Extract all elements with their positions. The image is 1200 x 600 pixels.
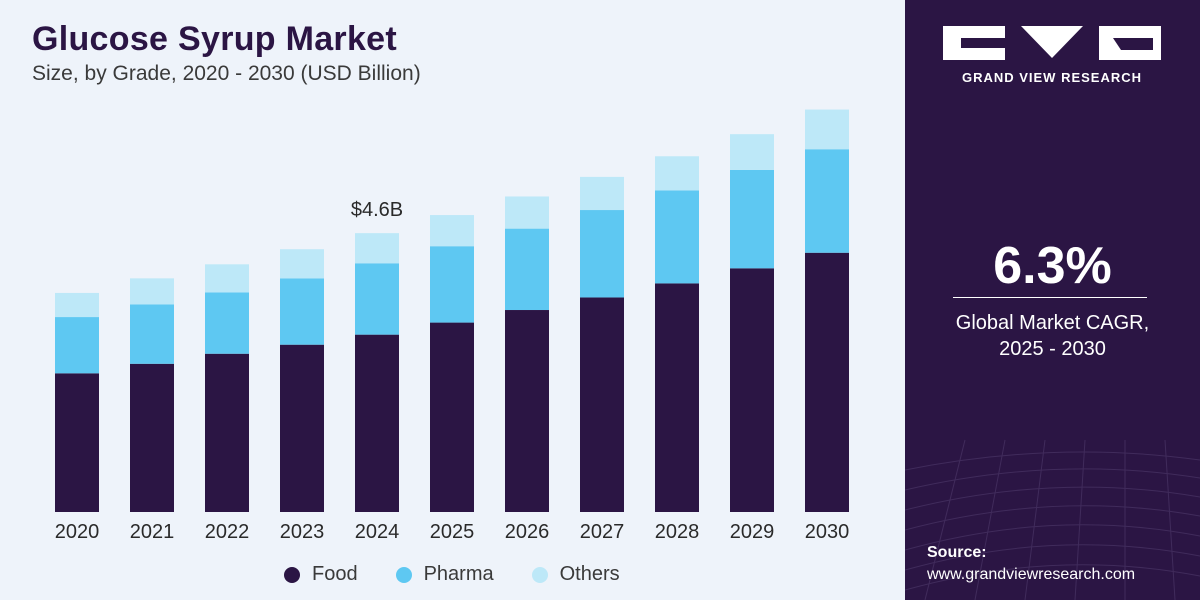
x-tick-label: 2022 — [205, 521, 250, 543]
x-tick-label: 2027 — [580, 521, 625, 543]
bar-pharma-2025 — [430, 246, 474, 323]
bar-others-2023 — [280, 249, 324, 279]
side-panel: GRAND VIEW RESEARCH 6.3% Global Market C… — [905, 0, 1200, 600]
legend-label-pharma: Pharma — [423, 563, 494, 585]
bar-food-2022 — [205, 353, 249, 512]
bar-food-2023 — [280, 344, 324, 512]
gvr-logo-mark — [943, 26, 1161, 60]
bar-pharma-2020 — [55, 317, 99, 374]
bar-pharma-2027 — [580, 210, 624, 298]
bar-others-2022 — [205, 264, 249, 293]
legend-item-pharma: Pharma — [395, 563, 494, 586]
x-tick-label: 2023 — [280, 521, 325, 543]
source-label: Source: — [927, 544, 987, 561]
x-tick-label: 2030 — [805, 521, 850, 543]
cagr-value: 6.3% — [993, 237, 1112, 295]
grid-background-graphic — [905, 439, 1200, 600]
cagr-label: Global Market CAGR, 2025 - 2030 — [905, 310, 1200, 362]
bar-food-2021 — [130, 363, 174, 512]
bar-pharma-2026 — [505, 228, 549, 311]
bar-food-2024 — [355, 334, 399, 512]
bar-pharma-2024 — [355, 263, 399, 335]
bar-food-2028 — [655, 283, 699, 512]
bar-others-2020 — [55, 292, 99, 318]
x-tick-label: 2029 — [730, 521, 775, 543]
x-tick-label: 2026 — [505, 521, 550, 543]
bar-food-2029 — [730, 268, 774, 512]
bar-food-2027 — [580, 297, 624, 512]
bar-others-2026 — [505, 196, 549, 229]
data-label-2024: $4.6B — [351, 199, 403, 221]
x-tick-label: 2020 — [55, 521, 100, 543]
bar-pharma-2023 — [280, 278, 324, 345]
bar-others-2025 — [430, 215, 474, 247]
x-tick-label: 2028 — [655, 521, 700, 543]
legend-label-others: Others — [559, 563, 620, 585]
bar-chart: 2020 2021 2022 2023 2024 2025 2026 2027 2028 2029… — [55, 109, 850, 543]
bar-pharma-2030 — [805, 149, 849, 253]
bar-pharma-2028 — [655, 190, 699, 284]
chart-title: Glucose Syrup Market — [32, 20, 398, 58]
bar-others-2029 — [730, 134, 774, 170]
cagr-label-line2: 2025 - 2030 — [999, 338, 1106, 360]
bar-food-2026 — [505, 310, 549, 512]
legend-item-others: Others — [531, 563, 620, 586]
bar-others-2027 — [580, 176, 624, 211]
chart-area: Glucose Syrup Market Size, by Grade, 202… — [32, 20, 850, 586]
bar-food-2025 — [430, 322, 474, 512]
x-tick-label: 2024 — [355, 521, 400, 543]
chart-legend: Food Pharma Others — [284, 563, 658, 586]
bar-pharma-2021 — [130, 304, 174, 364]
x-tick-label: 2021 — [130, 521, 175, 543]
legend-item-food: Food — [284, 563, 358, 586]
bar-pharma-2022 — [205, 292, 249, 354]
bar-food-2020 — [55, 373, 99, 512]
legend-label-food: Food — [312, 563, 358, 585]
bar-others-2030 — [805, 109, 849, 150]
grand-view-research-logo: GRAND VIEW RESEARCH — [943, 24, 1161, 94]
bar-others-2021 — [130, 278, 174, 305]
bar-food-2030 — [805, 252, 849, 513]
logo-text: GRAND VIEW RESEARCH — [961, 70, 1143, 85]
chart-subtitle: Size, by Grade, 2020 - 2030 (USD Billion… — [32, 62, 421, 85]
x-tick-label: 2025 — [430, 521, 475, 543]
source-link[interactable]: www.grandviewresearch.com — [927, 566, 1136, 583]
bar-others-2028 — [655, 156, 699, 191]
legend-swatch-food — [284, 566, 300, 583]
cagr-label-line1: Global Market CAGR, — [955, 312, 1150, 334]
legend-swatch-others — [531, 566, 548, 583]
cagr-divider — [953, 297, 1147, 298]
bar-pharma-2029 — [730, 169, 774, 269]
bar-others-2024 — [355, 233, 399, 264]
legend-swatch-pharma — [395, 566, 412, 583]
